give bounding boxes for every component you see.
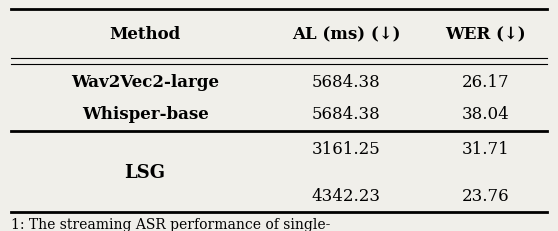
Text: 23.76: 23.76 — [461, 187, 509, 204]
Text: 3161.25: 3161.25 — [311, 140, 381, 158]
Text: Method: Method — [109, 26, 181, 43]
Text: WER (↓): WER (↓) — [445, 26, 526, 43]
Text: 5684.38: 5684.38 — [311, 106, 381, 123]
Text: Whisper-base: Whisper-base — [81, 106, 209, 123]
Text: Wav2Vec2-large: Wav2Vec2-large — [71, 73, 219, 91]
Text: 4342.23: 4342.23 — [311, 187, 381, 204]
Text: 26.17: 26.17 — [461, 73, 509, 91]
Text: LSG: LSG — [124, 163, 166, 181]
Text: AL (ms) (↓): AL (ms) (↓) — [292, 26, 400, 43]
Text: 1: The streaming ASR performance of single-: 1: The streaming ASR performance of sing… — [11, 217, 330, 231]
Text: 31.71: 31.71 — [461, 140, 509, 158]
Text: 5684.38: 5684.38 — [311, 73, 381, 91]
Text: 38.04: 38.04 — [461, 106, 509, 123]
